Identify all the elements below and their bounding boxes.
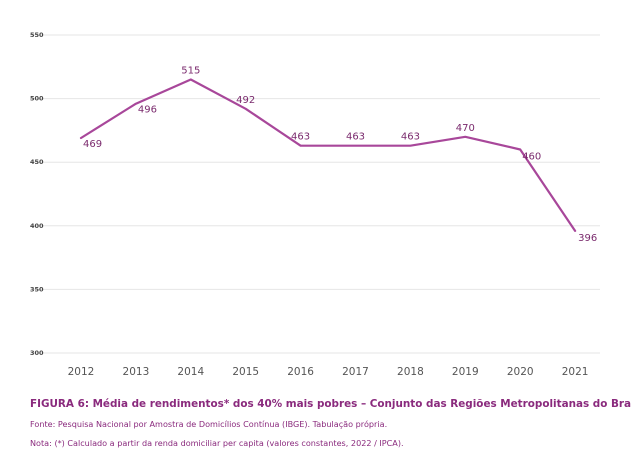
y-tick-label: 400 [30,222,44,230]
x-axis: 2012 2013 2014 2015 2016 2017 2018 2019 2020 2021 [68,366,589,378]
series-line-group [79,78,577,232]
y-tick-label: 450 [30,158,44,166]
x-tick-label: 2019 [452,366,479,378]
data-label: 470 [456,123,475,134]
data-label: 496 [138,105,157,116]
figure-title: FIGURA 6: Média de rendimentos* dos 40% … [30,398,631,410]
series-line [79,78,577,232]
data-label: 515 [181,66,200,77]
data-label: 463 [346,132,365,143]
data-label: 460 [522,151,541,162]
x-tick-label: 2012 [68,366,95,378]
data-label: 492 [236,95,255,106]
gridlines [30,34,600,354]
y-tick-label: 500 [30,95,44,103]
data-label: 396 [578,233,597,244]
figure-source: Fonte: Pesquisa Nacional por Amostra de … [30,419,388,429]
x-tick-label: 2013 [123,366,150,378]
figure-note: Nota: (*) Calculado a partir da renda do… [30,438,404,448]
data-label: 463 [401,132,420,143]
x-tick-label: 2016 [287,366,314,378]
y-axis: 550 500 450 400 350 300 [30,31,44,357]
x-tick-label: 2020 [507,366,534,378]
data-label: 469 [83,139,102,150]
y-tick-label: 550 [30,31,44,39]
y-tick-label: 350 [30,285,44,293]
y-tick-label: 300 [30,349,44,357]
data-labels: 469 496 515 492 463 463 463 470 460 396 [83,66,597,244]
x-tick-label: 2021 [562,366,589,378]
x-tick-label: 2018 [397,366,424,378]
x-tick-label: 2015 [232,366,259,378]
x-tick-label: 2017 [342,366,369,378]
data-label: 463 [291,132,310,143]
x-tick-label: 2014 [177,366,204,378]
